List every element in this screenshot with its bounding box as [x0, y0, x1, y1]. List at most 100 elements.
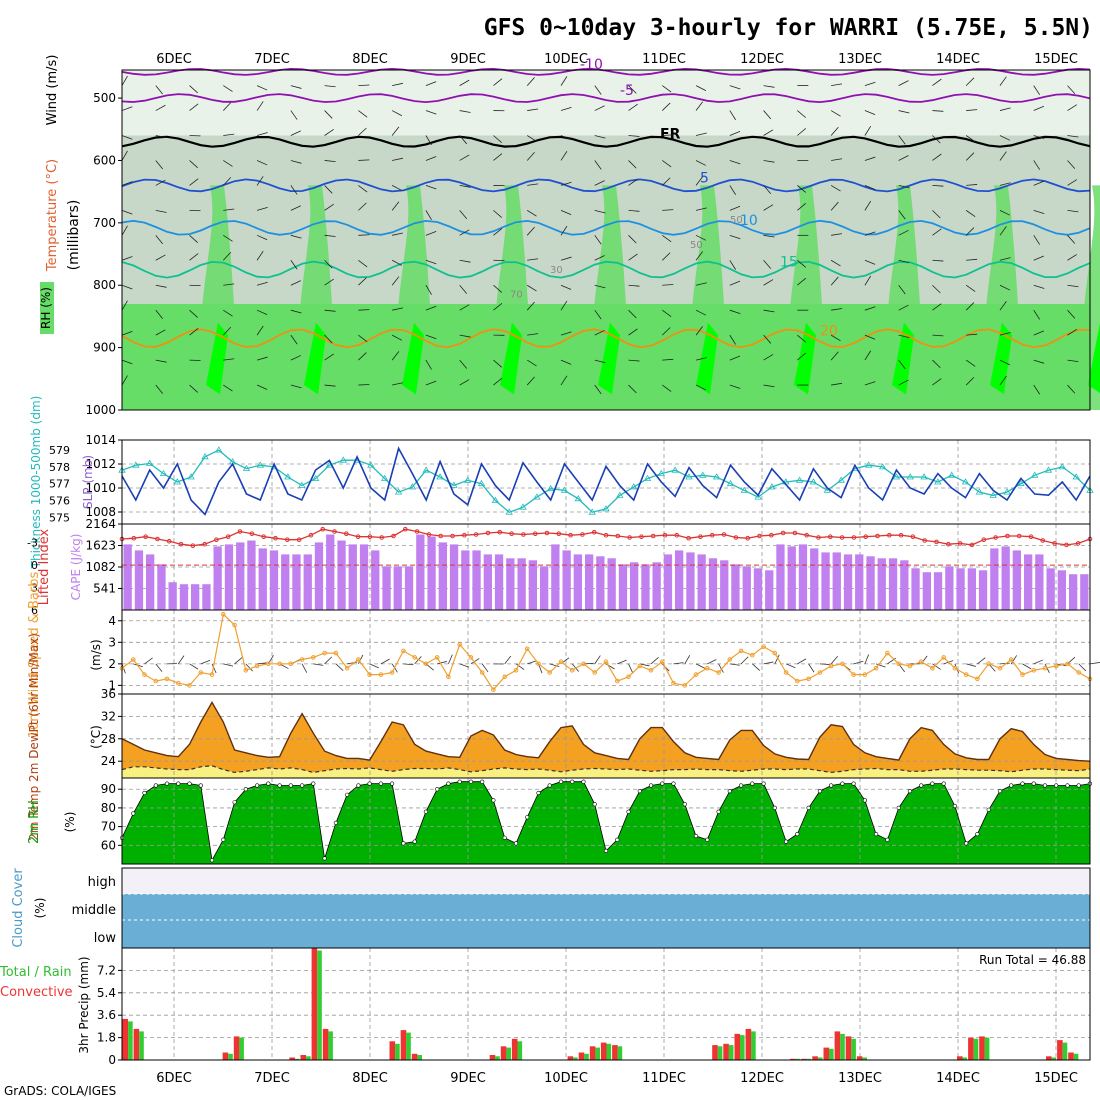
isotherm-label: -10 — [580, 57, 603, 73]
wind-speed-point — [378, 672, 384, 677]
surface-wind-barb — [1089, 662, 1100, 665]
wind-speed-point — [603, 659, 609, 665]
thickness-point — [187, 473, 195, 480]
temp-band — [122, 728, 1090, 739]
wind-barb — [560, 151, 568, 161]
wind-speed-point — [997, 665, 1003, 671]
precip-total-bar — [139, 1031, 144, 1060]
wind-barb — [628, 309, 637, 319]
x-tick-label-top: 15DEC — [1034, 52, 1078, 67]
cape-bar — [675, 550, 684, 610]
rh2m-point — [851, 781, 856, 786]
lifted-index-point — [957, 541, 963, 546]
wind-speed-point — [423, 661, 429, 667]
wind-barb — [999, 76, 1007, 86]
wind-barb — [391, 201, 400, 211]
cape-bar — [978, 570, 988, 610]
thickness-point — [1072, 473, 1080, 480]
cape-bar — [382, 566, 391, 610]
lifted-index-point — [143, 534, 148, 540]
precip-convective-bar — [511, 1038, 518, 1060]
wind-barb — [932, 259, 944, 262]
lifted-index-point — [792, 530, 798, 536]
rh2m-tick-label: 80 — [101, 801, 116, 815]
rh2m-point — [164, 781, 170, 786]
precip-total-bar — [717, 1046, 723, 1060]
cape-bar — [922, 572, 931, 610]
wind-barb — [898, 210, 906, 220]
lifted-index-point — [898, 532, 904, 538]
precip-convective-bar — [233, 1036, 240, 1060]
wind-barb — [256, 250, 264, 261]
lifted-index-point — [450, 533, 455, 539]
cape-bar — [393, 566, 402, 610]
li-tick-label: 6 — [31, 604, 38, 617]
thickness-point — [533, 493, 541, 500]
surface-wind-barb — [785, 663, 796, 669]
lifted-index-point — [320, 526, 326, 532]
precip-total-bar — [406, 1032, 411, 1060]
lifted-index-point — [580, 532, 585, 537]
wind-speed-point — [277, 661, 282, 667]
thickness-point — [284, 473, 292, 480]
wind-barb — [391, 334, 403, 341]
wind-barb — [1033, 85, 1041, 96]
lifted-index-point — [1064, 542, 1069, 548]
surface-wind-barb — [211, 663, 217, 674]
wind-barb — [628, 359, 640, 362]
precip-total-bar — [1051, 1057, 1057, 1060]
lifted-index-point — [296, 537, 302, 543]
wind-barb — [527, 258, 539, 261]
cape-bar — [630, 562, 639, 610]
surface-wind-barb — [571, 663, 579, 672]
precip-total-bar — [328, 1031, 333, 1060]
surface-wind-barb — [594, 655, 601, 665]
thickness-point — [740, 486, 749, 493]
wind-tick-label: 4 — [108, 614, 116, 628]
wind-barb — [391, 126, 400, 136]
wind-barb — [189, 253, 199, 261]
x-tick-label-top: 10DEC — [544, 52, 588, 67]
lifted-index-point — [887, 532, 892, 538]
cape-bar — [472, 550, 481, 610]
wind-barb — [695, 207, 707, 211]
lifted-index-point — [261, 534, 267, 540]
footer-credit: GrADS: COLA/IGES — [4, 1084, 116, 1098]
wind-barb — [763, 185, 772, 194]
rh2m-point — [367, 781, 372, 786]
cape-bar — [843, 554, 853, 610]
wind-barb — [526, 376, 535, 386]
lifted-index-point — [828, 534, 833, 540]
surface-wind-barb — [234, 657, 243, 665]
wind-barb — [729, 131, 741, 136]
rh2m-point — [772, 805, 777, 811]
wind-barb — [155, 160, 164, 170]
wind-speed-point — [637, 663, 643, 669]
thickness-point — [643, 474, 652, 481]
wind-speed-point — [142, 672, 147, 677]
rh2m-point — [198, 783, 203, 788]
rh2m-unit-label: (%) — [63, 812, 77, 833]
rh2m-point — [547, 783, 552, 788]
rh2m-point — [806, 805, 811, 811]
cape-bar — [506, 558, 515, 610]
precip-convective-bar — [133, 1028, 140, 1060]
wind-barb — [256, 281, 268, 286]
wind-barb — [526, 226, 535, 236]
lifted-index-point — [285, 537, 290, 543]
wind-barb — [695, 101, 703, 111]
thickness-point — [242, 464, 251, 471]
wind-barb — [290, 160, 302, 164]
surface-wind-barb — [876, 663, 886, 668]
lifted-index-point — [473, 532, 479, 537]
precip-total-bar — [1062, 1042, 1068, 1060]
wind-barb — [223, 133, 235, 136]
precip-convective-bar — [712, 1045, 718, 1060]
wind-barb — [999, 257, 1011, 261]
surface-wind-barb — [819, 663, 830, 665]
lifted-index-point — [875, 533, 880, 539]
wind-barb — [628, 284, 640, 287]
thickness-tick-label: 576 — [49, 494, 70, 507]
x-tick-label-top: 9DEC — [450, 52, 486, 67]
wind-barb — [256, 384, 268, 390]
